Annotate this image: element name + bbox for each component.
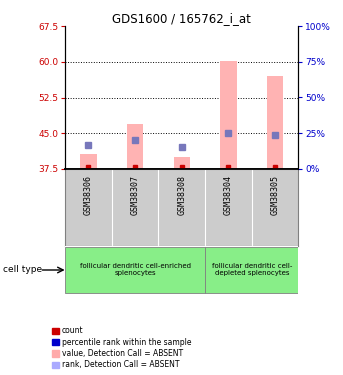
Text: GSM38308: GSM38308 — [177, 175, 186, 215]
Bar — [65, 247, 205, 293]
Bar — [205, 247, 298, 293]
Legend: count, percentile rank within the sample, value, Detection Call = ABSENT, rank, : count, percentile rank within the sample… — [52, 326, 191, 369]
Text: cell type: cell type — [3, 266, 43, 274]
Bar — [267, 76, 283, 169]
Bar — [80, 154, 97, 169]
Bar — [174, 157, 190, 169]
Text: GSM38305: GSM38305 — [271, 175, 280, 215]
Text: GSM38306: GSM38306 — [84, 175, 93, 215]
Text: GSM38307: GSM38307 — [131, 175, 140, 215]
Title: GDS1600 / 165762_i_at: GDS1600 / 165762_i_at — [113, 12, 251, 25]
Text: follicular dendritic cell-
depleted splenocytes: follicular dendritic cell- depleted sple… — [212, 262, 292, 276]
Bar — [220, 61, 237, 169]
Text: follicular dendritic cell-enriched
splenocytes: follicular dendritic cell-enriched splen… — [80, 262, 191, 276]
Bar — [127, 124, 143, 169]
Text: GSM38304: GSM38304 — [224, 175, 233, 215]
